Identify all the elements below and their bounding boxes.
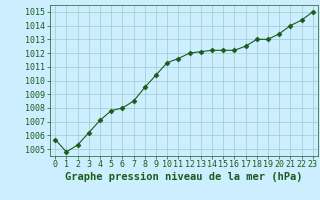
X-axis label: Graphe pression niveau de la mer (hPa): Graphe pression niveau de la mer (hPa) [65, 172, 303, 182]
